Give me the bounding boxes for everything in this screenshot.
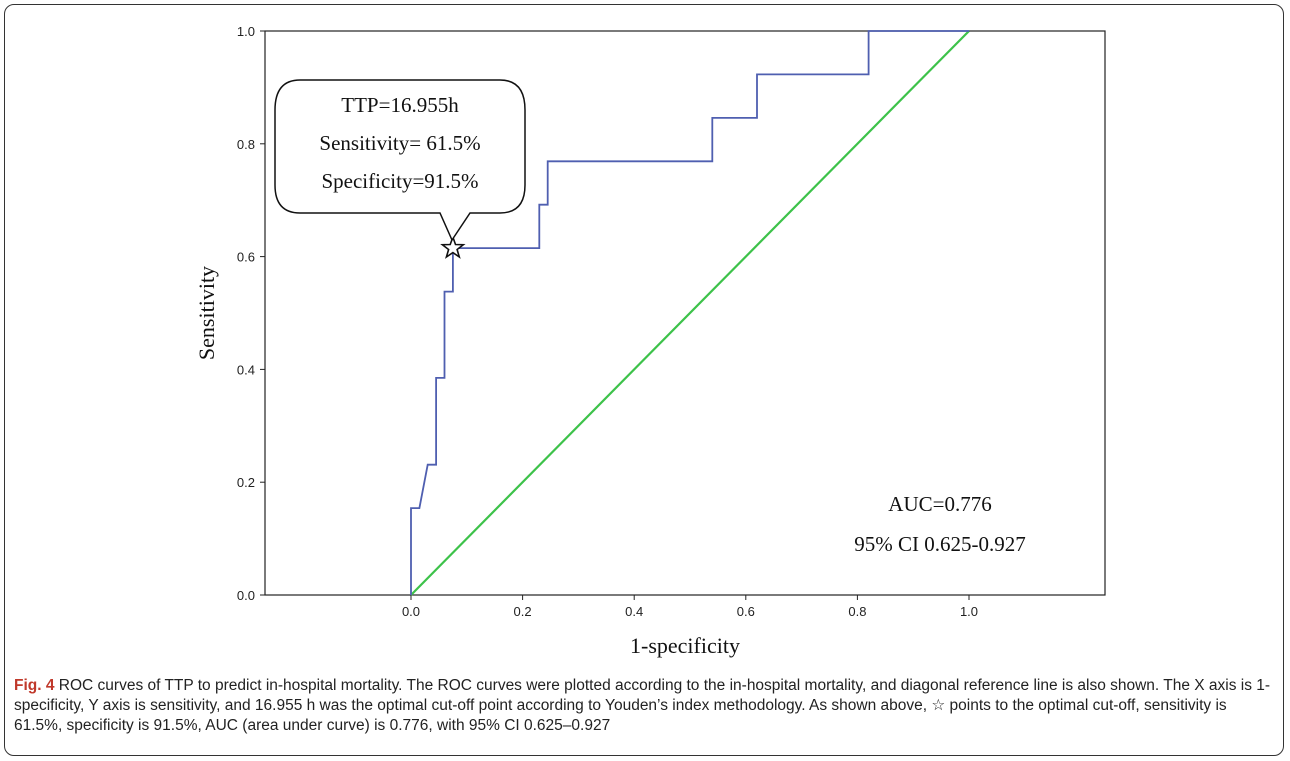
y-tick-label: 0.2 xyxy=(237,475,255,490)
callout: TTP=16.955h Sensitivity= 61.5% Specifici… xyxy=(274,79,526,242)
y-tick-label: 0.0 xyxy=(237,588,255,603)
x-tick-label: 0.0 xyxy=(402,604,420,619)
x-tick-label: 0.6 xyxy=(737,604,755,619)
plot-area xyxy=(264,30,1106,596)
x-tick-label: 0.2 xyxy=(514,604,532,619)
caption-text: ROC curves of TTP to predict in-hospital… xyxy=(14,677,1271,734)
figure-caption: Fig. 4 ROC curves of TTP to predict in-h… xyxy=(14,676,1276,736)
axis-ticks: 0.0 0.2 0.4 0.6 0.8 1.0 0.0 0.2 0.4 0.6 0.8 1.0 xyxy=(237,24,978,619)
series-layer xyxy=(410,30,970,596)
y-tick-label: 0.6 xyxy=(237,250,255,265)
roc-curve xyxy=(410,30,969,595)
x-tick-label: 0.8 xyxy=(848,604,866,619)
y-tick-label: 0.4 xyxy=(237,362,255,377)
roc-chart: 0.0 0.2 0.4 0.6 0.8 1.0 0.0 0.2 0.4 0.6 0.8 1.0 TTP… xyxy=(194,24,1106,658)
ci-label: 95% CI 0.625-0.927 xyxy=(854,532,1026,556)
reference-diagonal xyxy=(410,30,970,596)
callout-bubble xyxy=(274,79,526,242)
y-axis-title: Sensitivity xyxy=(194,266,219,360)
callout-line-specificity: Specificity=91.5% xyxy=(321,169,478,193)
x-tick-label: 1.0 xyxy=(960,604,978,619)
y-tick-label: 1.0 xyxy=(237,24,255,39)
optimal-cutoff-star-marker xyxy=(440,234,466,259)
callout-line-ttp: TTP=16.955h xyxy=(341,93,459,117)
x-tick-label: 0.4 xyxy=(625,604,643,619)
auc-label: AUC=0.776 xyxy=(888,492,991,516)
caption-label: Fig. 4 xyxy=(14,677,55,694)
y-tick-label: 0.8 xyxy=(237,137,255,152)
x-axis-title: 1-specificity xyxy=(630,633,740,658)
figure-frame xyxy=(4,4,1284,756)
callout-line-sensitivity: Sensitivity= 61.5% xyxy=(319,131,480,155)
